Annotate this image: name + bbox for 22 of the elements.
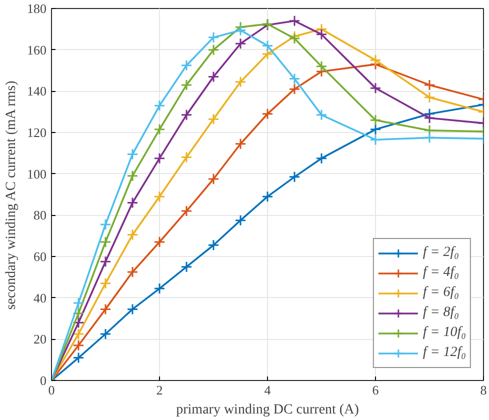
x-tick-label: 2 bbox=[156, 382, 163, 398]
y-tick-label: 20 bbox=[34, 332, 46, 347]
x-tick-label: 6 bbox=[372, 382, 380, 398]
y-tick-label: 140 bbox=[27, 84, 46, 99]
y-tick-label: 100 bbox=[27, 166, 46, 182]
legend-label: f = 12f₀ bbox=[422, 345, 466, 361]
y-tick-label: 160 bbox=[27, 42, 46, 58]
y-tick-label: 40 bbox=[34, 290, 46, 306]
y-tick-label: 80 bbox=[34, 208, 46, 223]
legend-label: f = 10f₀ bbox=[422, 325, 466, 341]
x-axis-title: primary winding DC current (A) bbox=[176, 402, 360, 418]
y-tick-label: 180 bbox=[27, 1, 46, 16]
y-axis-title: secondary winding AC current (mA rms) bbox=[4, 80, 19, 310]
y-tick-label: 0 bbox=[40, 373, 46, 388]
y-tick-label: 60 bbox=[34, 249, 46, 264]
x-tick-label: 8 bbox=[480, 382, 487, 398]
legend-label: f = 4f₀ bbox=[422, 265, 459, 281]
legend-label: f = 8f₀ bbox=[422, 305, 459, 321]
legend-label: f = 6f₀ bbox=[422, 285, 459, 301]
y-tick-label: 120 bbox=[27, 125, 46, 140]
x-tick-label: 4 bbox=[264, 382, 272, 398]
legend-label: f = 2f₀ bbox=[422, 245, 459, 261]
